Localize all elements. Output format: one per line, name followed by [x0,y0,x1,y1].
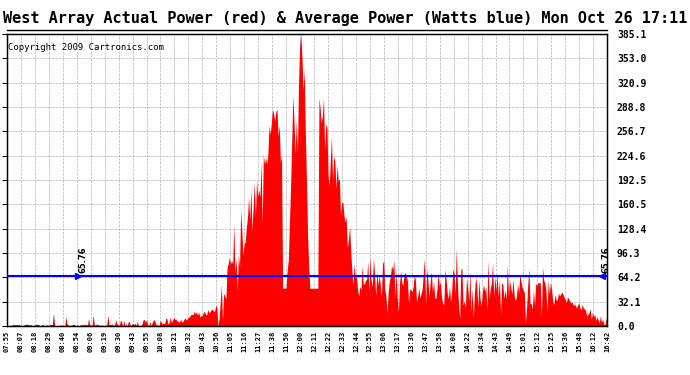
Text: Copyright 2009 Cartronics.com: Copyright 2009 Cartronics.com [8,42,164,51]
Text: West Array Actual Power (red) & Average Power (Watts blue) Mon Oct 26 17:11: West Array Actual Power (red) & Average … [3,11,687,26]
Text: 65.76: 65.76 [602,247,611,273]
Text: 65.76: 65.76 [79,247,88,273]
